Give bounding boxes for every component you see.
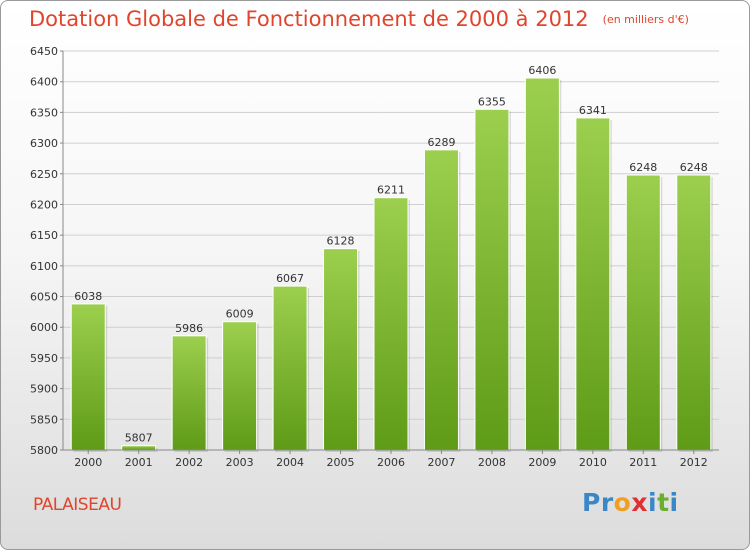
logo-letter: i	[669, 488, 679, 517]
x-tick-label: 2000	[74, 456, 102, 469]
x-tick-label: 2011	[629, 456, 657, 469]
bar	[676, 174, 712, 451]
data-label: 6248	[680, 161, 708, 174]
data-label: 6009	[226, 308, 254, 321]
x-tick-label: 2010	[579, 456, 607, 469]
logo-letter: o	[613, 488, 632, 517]
bar	[625, 174, 661, 451]
y-tick-label: 5850	[30, 413, 58, 426]
x-tick-label: 2007	[427, 456, 455, 469]
x-tick-label: 2002	[175, 456, 203, 469]
logo-letter: r	[600, 488, 614, 517]
data-label: 6248	[629, 161, 657, 174]
bar	[272, 285, 308, 451]
x-tick-label: 2001	[125, 456, 153, 469]
bar	[524, 77, 560, 451]
y-tick-label: 6000	[30, 321, 58, 334]
data-label: 6355	[478, 95, 506, 108]
x-tick-label: 2005	[327, 456, 355, 469]
bar	[474, 108, 510, 451]
x-tick-label: 2008	[478, 456, 506, 469]
y-tick-label: 6150	[30, 229, 58, 242]
x-tick-label: 2009	[528, 456, 556, 469]
chart-title-text: Dotation Globale de Fonctionnement de 20…	[29, 7, 589, 31]
logo-letter: t	[657, 488, 670, 517]
bar	[423, 149, 459, 451]
bar	[171, 335, 207, 451]
bar	[70, 303, 106, 451]
commune-name: PALAISEAU	[33, 495, 122, 515]
y-tick-label: 6450	[30, 45, 58, 58]
bar	[575, 117, 611, 451]
data-label: 6067	[276, 272, 304, 285]
chart-unit: (en milliers d'€)	[602, 13, 689, 26]
x-tick-label: 2012	[680, 456, 708, 469]
y-tick-label: 6400	[30, 76, 58, 89]
y-tick-label: 6100	[30, 260, 58, 273]
y-tick-label: 6250	[30, 168, 58, 181]
x-tick-label: 2003	[226, 456, 254, 469]
proxiti-logo: Proxiti	[582, 488, 679, 517]
x-tick-label: 2006	[377, 456, 405, 469]
bar	[323, 248, 359, 451]
data-label: 6406	[528, 64, 556, 77]
data-label: 5986	[175, 322, 203, 335]
bar	[222, 321, 258, 451]
y-tick-label: 6350	[30, 106, 58, 119]
logo-letter: i	[648, 488, 658, 517]
data-label: 6038	[74, 290, 102, 303]
y-tick-label: 6300	[30, 137, 58, 150]
y-tick-label: 6050	[30, 291, 58, 304]
data-label: 6211	[377, 184, 405, 197]
data-label: 6128	[327, 235, 355, 248]
bar	[121, 445, 157, 451]
logo-letter: P	[582, 488, 601, 517]
bar	[373, 197, 409, 451]
x-tick-label: 2004	[276, 456, 304, 469]
logo-letter: x	[631, 488, 648, 517]
data-label: 5807	[125, 432, 153, 445]
data-label: 6289	[427, 136, 455, 149]
y-tick-label: 5950	[30, 352, 58, 365]
chart-title: Dotation Globale de Fonctionnement de 20…	[29, 7, 689, 31]
data-label: 6341	[579, 104, 607, 117]
y-tick-label: 5800	[30, 444, 58, 457]
y-tick-label: 5900	[30, 383, 58, 396]
y-tick-label: 6200	[30, 198, 58, 211]
